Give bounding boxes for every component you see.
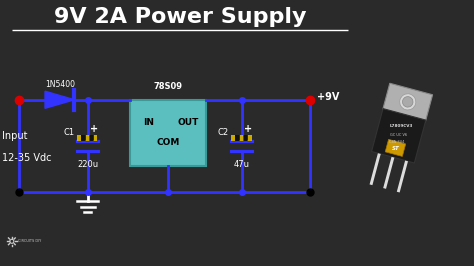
Bar [77, 135, 81, 141]
Circle shape [402, 97, 413, 107]
Bar [372, 109, 426, 163]
Text: +: + [244, 124, 252, 134]
Text: C4N SV4: C4N SV4 [389, 140, 405, 144]
Bar [240, 135, 243, 141]
Text: 9V 2A Power Supply: 9V 2A Power Supply [54, 7, 306, 27]
Text: Input: Input [2, 131, 28, 141]
Bar [90, 135, 93, 141]
Bar [94, 135, 98, 141]
Text: 1N5400: 1N5400 [45, 80, 75, 89]
Text: COM: COM [156, 138, 180, 147]
Text: IN: IN [143, 118, 154, 127]
Text: 220u: 220u [77, 160, 98, 169]
Text: C2: C2 [218, 128, 228, 137]
Text: OUT: OUT [177, 118, 199, 127]
Bar [248, 135, 252, 141]
Bar [130, 100, 206, 166]
Text: C1: C1 [64, 128, 74, 137]
Bar [86, 135, 89, 141]
Text: +: + [90, 124, 98, 134]
Text: 47u: 47u [234, 160, 250, 169]
Bar [231, 135, 235, 141]
Text: 78S09: 78S09 [154, 82, 183, 91]
Bar [236, 135, 239, 141]
Text: +9V: +9V [317, 92, 339, 102]
Text: 12-35 Vdc: 12-35 Vdc [2, 153, 52, 163]
Text: L7809CV3: L7809CV3 [390, 124, 413, 128]
Circle shape [400, 94, 416, 110]
Text: CIRCUITS DIY: CIRCUITS DIY [18, 239, 42, 243]
Bar [383, 83, 433, 122]
Text: GC UC V6: GC UC V6 [391, 133, 408, 137]
Text: ST: ST [392, 146, 399, 151]
Bar [244, 135, 247, 141]
Polygon shape [45, 91, 74, 108]
Bar [82, 135, 85, 141]
Bar [385, 139, 406, 156]
